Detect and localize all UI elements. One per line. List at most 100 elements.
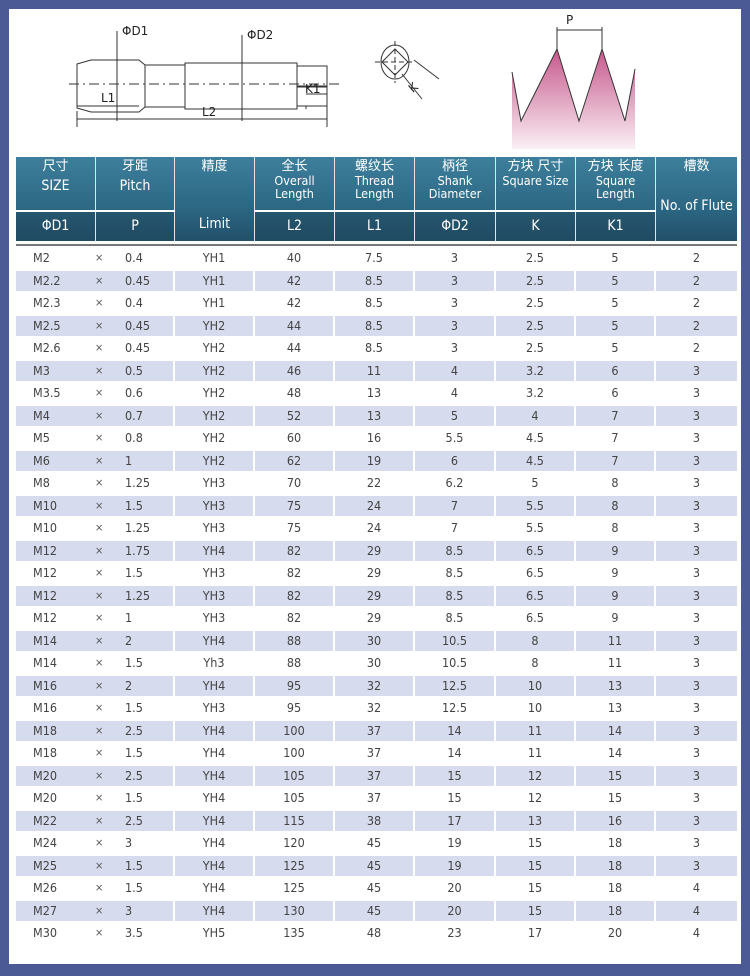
size-value: M2.3 xyxy=(33,295,61,310)
times-sign: × xyxy=(95,858,104,872)
l2-label: L2 xyxy=(202,105,216,119)
size-cell: M2.3 × 0.4 xyxy=(16,293,175,313)
square-size-cell: 2.5 xyxy=(496,293,576,313)
limit-cell: YH2 xyxy=(175,383,255,403)
size-cell: M14 × 1.5 xyxy=(16,653,175,673)
size-cell: M14 × 2 xyxy=(16,630,175,651)
limit-cell: YH3 xyxy=(175,473,255,493)
square-size-cell: 5.5 xyxy=(496,495,576,516)
header-zh: 方块 尺寸 xyxy=(507,159,564,174)
header-zh: 精度 xyxy=(201,159,228,174)
limit-cell: Yh3 xyxy=(175,653,255,673)
header-zh: 柄径 xyxy=(441,159,468,174)
limit-cell: YH2 xyxy=(175,338,255,358)
shank-diameter-cell: 12.5 xyxy=(415,698,496,718)
pitch-value: 1.5 xyxy=(125,700,143,715)
size-cell: M10 × 1.5 xyxy=(16,495,175,516)
thread-length-cell: 48 xyxy=(335,923,415,943)
pitch-value: 3 xyxy=(125,835,133,850)
pitch-value: 0.8 xyxy=(125,430,143,445)
limit-cell: YH2 xyxy=(175,405,255,426)
limit-cell: YH4 xyxy=(175,743,255,763)
flute-count-cell: 3 xyxy=(656,585,737,606)
size-value: M18 xyxy=(33,745,58,760)
times-sign: × xyxy=(95,746,104,759)
flute-count-cell: 2 xyxy=(692,250,701,265)
header-en: Square Size xyxy=(502,173,569,188)
thread-length-cell: 8.5 xyxy=(335,315,415,336)
square-size-cell: 6.5 xyxy=(496,608,576,628)
times-sign: × xyxy=(95,768,104,782)
limit-cell: YH3 xyxy=(175,518,255,538)
times-sign: × xyxy=(95,903,104,917)
shank-diameter-cell: 5 xyxy=(415,405,496,426)
square-size-cell: 10 xyxy=(496,698,576,718)
flute-count-cell: 3 xyxy=(692,745,701,760)
square-size-cell: 2.5 xyxy=(496,338,576,358)
square-size-cell: 6.5 xyxy=(496,563,576,583)
overall-length-cell: 82 xyxy=(255,608,335,628)
times-sign: × xyxy=(95,791,104,804)
size-cell: M6 × 1 xyxy=(16,450,175,471)
square-length-cell: 18 xyxy=(576,878,656,898)
thread-length-cell: 37 xyxy=(335,720,415,741)
header-divider xyxy=(16,244,737,246)
square-size-cell: 15 xyxy=(496,900,576,921)
overall-length-cell: 40 xyxy=(255,248,335,268)
l1-label: L1 xyxy=(101,91,115,105)
times-sign: × xyxy=(95,386,104,399)
square-size-cell: 5.5 xyxy=(496,518,576,538)
times-sign: × xyxy=(95,318,104,332)
pitch-value: 1.5 xyxy=(125,497,143,513)
square-size-cell: 3.2 xyxy=(496,383,576,403)
table-row: M2.6 × 0.45 YH2 44 8.5 3 2.5 5 2 xyxy=(16,338,737,361)
overall-length-cell: 100 xyxy=(255,743,335,763)
size-cell: M12 × 1.25 xyxy=(16,585,175,606)
overall-length-cell: 95 xyxy=(255,698,335,718)
shank-diameter-cell: 10.5 xyxy=(415,653,496,673)
size-value: M12 xyxy=(33,542,58,558)
overall-length-cell: 82 xyxy=(255,563,335,583)
size-cell: M12 × 1 xyxy=(16,608,175,628)
table-row: M2 × 0.4 YH1 40 7.5 3 2.5 5 2 xyxy=(16,248,737,271)
table-row: M12 × 1 YH3 82 29 8.5 6.5 9 3 xyxy=(16,608,737,631)
tap-diagram: ΦD1 ΦD2 L1 L2 K1 K P xyxy=(69,13,636,149)
square-length-cell: 5 xyxy=(576,338,656,358)
square-length-cell: 13 xyxy=(576,698,656,718)
limit-cell: YH2 xyxy=(175,315,255,336)
pitch-value: 1.25 xyxy=(125,475,151,490)
spec-sheet: ΦD1 ΦD2 L1 L2 K1 K P 尺寸 SIZE ΦD1 牙距 Pitch P 精度… xyxy=(9,9,741,964)
size-cell: M2.5 × 0.45 xyxy=(16,315,175,336)
overall-length-cell: 48 xyxy=(255,383,335,403)
header-zh: 牙距 xyxy=(121,159,148,174)
shank-diameter-cell: 3 xyxy=(415,338,496,358)
thread-length-cell: 29 xyxy=(335,540,415,561)
limit-cell: YH4 xyxy=(175,900,255,921)
shank-diameter-cell: 15 xyxy=(415,765,496,786)
thread-length-cell: 38 xyxy=(335,810,415,831)
overall-length-cell: 105 xyxy=(255,765,335,786)
flute-count-cell: 3 xyxy=(692,385,701,400)
thread-length-cell: 8.5 xyxy=(335,293,415,313)
overall-length-cell: 82 xyxy=(255,585,335,606)
size-value: M14 xyxy=(33,632,58,648)
flute-count-cell: 3 xyxy=(656,675,737,696)
square-length-cell: 16 xyxy=(576,810,656,831)
size-cell: M22 × 2.5 xyxy=(16,810,175,831)
table-row: M2.3 × 0.4 YH1 42 8.5 3 2.5 5 2 xyxy=(16,293,737,316)
shank-diameter-cell: 3 xyxy=(415,293,496,313)
times-sign: × xyxy=(95,633,104,647)
header-limit: 精度 Limit xyxy=(175,157,255,241)
pitch-value: 0.45 xyxy=(125,272,151,288)
table-row: M10 × 1.25 YH3 75 24 7 5.5 8 3 xyxy=(16,518,737,541)
shank-diameter-cell: 7 xyxy=(415,495,496,516)
times-sign: × xyxy=(95,701,104,714)
overall-length-cell: 44 xyxy=(255,315,335,336)
table-row: M4 × 0.7 YH2 52 13 5 4 7 3 xyxy=(16,405,737,429)
shank-diameter-cell: 17 xyxy=(415,810,496,831)
size-cell: M4 × 0.7 xyxy=(16,405,175,426)
shank-diameter-cell: 8.5 xyxy=(415,585,496,606)
thread-length-cell: 13 xyxy=(335,405,415,426)
square-length-cell: 7 xyxy=(576,405,656,426)
size-value: M26 xyxy=(33,880,58,895)
